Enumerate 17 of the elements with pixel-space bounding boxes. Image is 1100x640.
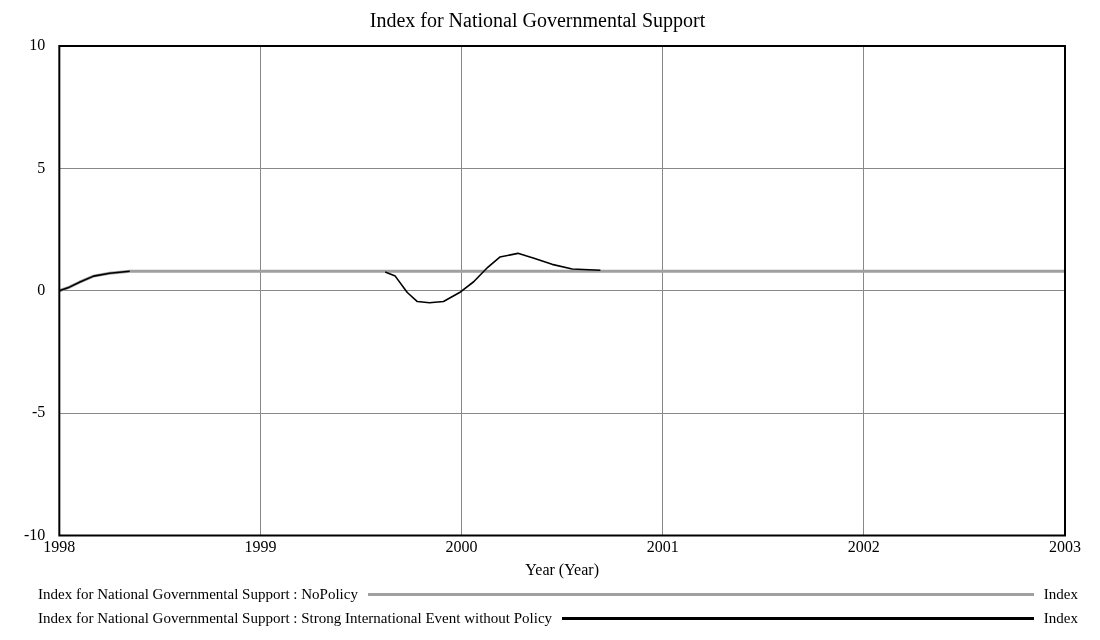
x-tick-label: 1999 [244,538,277,556]
y-tick-label: 5 [37,158,46,176]
y-tick-label: -5 [32,403,46,421]
x-tick-label: 2001 [646,538,679,556]
x-tick-label: 2002 [847,538,880,556]
legend-label: Index for National Governmental Support : Strong International Event without Policy [38,609,553,627]
legend-label: Index for National Governmental Support : NoPolicy [38,585,358,603]
x-tick-label: 2003 [1049,538,1081,556]
x-tick-label: 2000 [445,538,478,556]
x-axis-title: Year (Year) [525,560,599,579]
text: Index [1043,609,1078,627]
chart-title: Index for National Governmental Support [369,9,706,33]
x-tick-label: 1998 [43,538,76,556]
text: Index [1043,585,1078,603]
y-tick-label: 0 [37,281,46,298]
y-tick-label: -10 [24,525,46,543]
y-tick-label: 10 [29,36,46,54]
